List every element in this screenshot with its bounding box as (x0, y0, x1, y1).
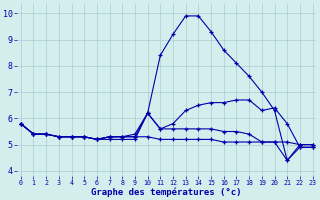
X-axis label: Graphe des températures (°c): Graphe des températures (°c) (92, 188, 242, 197)
